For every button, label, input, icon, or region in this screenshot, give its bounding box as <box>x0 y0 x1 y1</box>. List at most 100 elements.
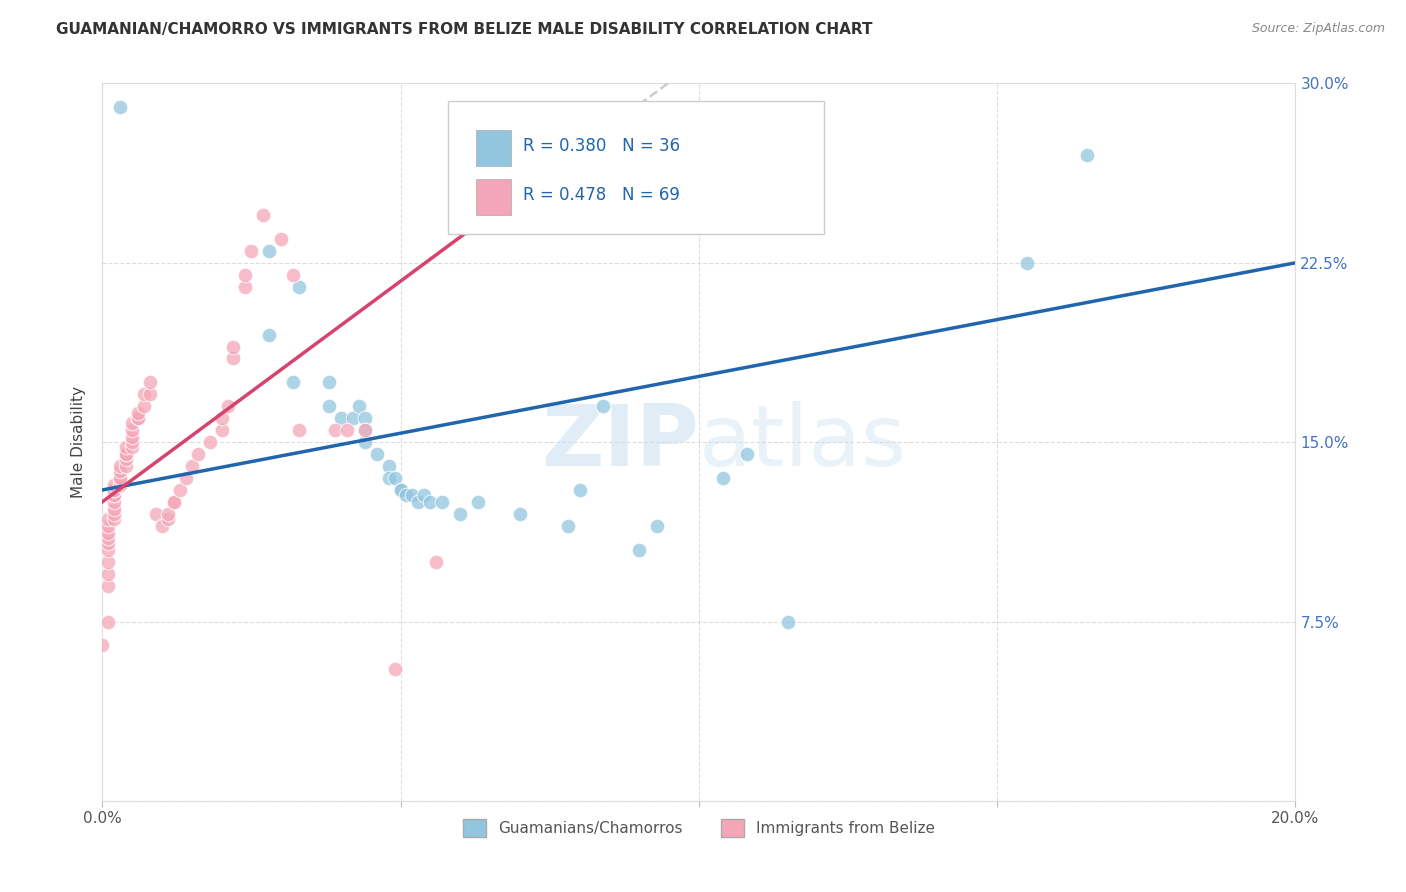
Point <box>108 478 131 492</box>
Point <box>150 519 173 533</box>
Point <box>222 351 245 366</box>
Point <box>103 507 125 521</box>
Point <box>628 542 651 557</box>
Point <box>97 566 120 581</box>
Text: R = 0.478   N = 69: R = 0.478 N = 69 <box>523 186 681 203</box>
Point <box>240 244 263 258</box>
Point <box>353 423 375 437</box>
Point <box>401 488 423 502</box>
Point <box>217 399 239 413</box>
Point <box>103 488 125 502</box>
Point <box>115 447 138 461</box>
Point <box>711 471 734 485</box>
Point <box>115 451 138 466</box>
Text: ZIP: ZIP <box>541 401 699 483</box>
Point <box>336 423 359 437</box>
Point <box>103 478 125 492</box>
Text: Source: ZipAtlas.com: Source: ZipAtlas.com <box>1251 22 1385 36</box>
Point <box>97 519 120 533</box>
Point <box>108 471 131 485</box>
Point <box>115 459 138 474</box>
FancyBboxPatch shape <box>475 179 512 215</box>
Point <box>103 483 125 497</box>
Point <box>121 440 143 454</box>
Point <box>108 464 131 478</box>
Point <box>259 244 281 258</box>
Point <box>139 376 162 390</box>
Point <box>145 507 167 521</box>
Point <box>288 423 311 437</box>
Point <box>97 531 120 545</box>
Point <box>97 579 120 593</box>
Point <box>187 447 209 461</box>
Point <box>389 483 412 497</box>
Point <box>259 327 281 342</box>
Point <box>395 488 418 502</box>
Point <box>91 639 114 653</box>
Point <box>97 542 120 557</box>
Point <box>281 376 304 390</box>
Point <box>384 662 406 676</box>
Point <box>108 459 131 474</box>
Point <box>97 526 120 541</box>
Point <box>1015 256 1038 270</box>
Point <box>180 459 202 474</box>
Point <box>97 555 120 569</box>
Point <box>174 471 197 485</box>
Point <box>156 511 179 525</box>
Point <box>1076 148 1098 162</box>
Point <box>127 407 149 421</box>
Point <box>735 447 758 461</box>
Point <box>353 435 375 450</box>
Point <box>103 511 125 525</box>
Point <box>139 387 162 401</box>
Point <box>121 416 143 430</box>
Point <box>281 268 304 282</box>
Point <box>408 495 430 509</box>
Point <box>222 339 245 353</box>
Point <box>132 399 155 413</box>
Point <box>103 483 125 497</box>
Point <box>347 399 370 413</box>
Y-axis label: Male Disability: Male Disability <box>72 386 86 498</box>
Point <box>419 495 441 509</box>
Point <box>121 423 143 437</box>
Point <box>163 495 186 509</box>
Point <box>211 423 233 437</box>
Point <box>449 507 471 521</box>
Point <box>97 615 120 629</box>
Point <box>389 483 412 497</box>
Point <box>366 447 388 461</box>
Point <box>288 279 311 293</box>
Point <box>323 423 346 437</box>
Point <box>127 411 149 425</box>
Point <box>169 483 191 497</box>
Point <box>413 488 436 502</box>
Point <box>377 459 399 474</box>
Point <box>377 471 399 485</box>
Point <box>103 495 125 509</box>
Point <box>353 423 375 437</box>
Point <box>163 495 186 509</box>
Point <box>425 555 447 569</box>
Point <box>115 440 138 454</box>
Point <box>342 411 364 425</box>
Point <box>432 495 454 509</box>
Point <box>97 535 120 549</box>
Point <box>353 411 375 425</box>
Point <box>467 495 489 509</box>
Point <box>211 411 233 425</box>
Point <box>270 232 292 246</box>
Point <box>103 488 125 502</box>
Point <box>778 615 800 629</box>
Point <box>97 511 120 525</box>
Point <box>108 100 131 114</box>
Point <box>115 447 138 461</box>
Text: R = 0.380   N = 36: R = 0.380 N = 36 <box>523 136 681 155</box>
Legend: Guamanians/Chamorros, Immigrants from Belize: Guamanians/Chamorros, Immigrants from Be… <box>457 813 941 844</box>
Point <box>568 483 591 497</box>
FancyBboxPatch shape <box>449 102 824 234</box>
Point <box>198 435 221 450</box>
Point <box>384 471 406 485</box>
Point <box>132 387 155 401</box>
